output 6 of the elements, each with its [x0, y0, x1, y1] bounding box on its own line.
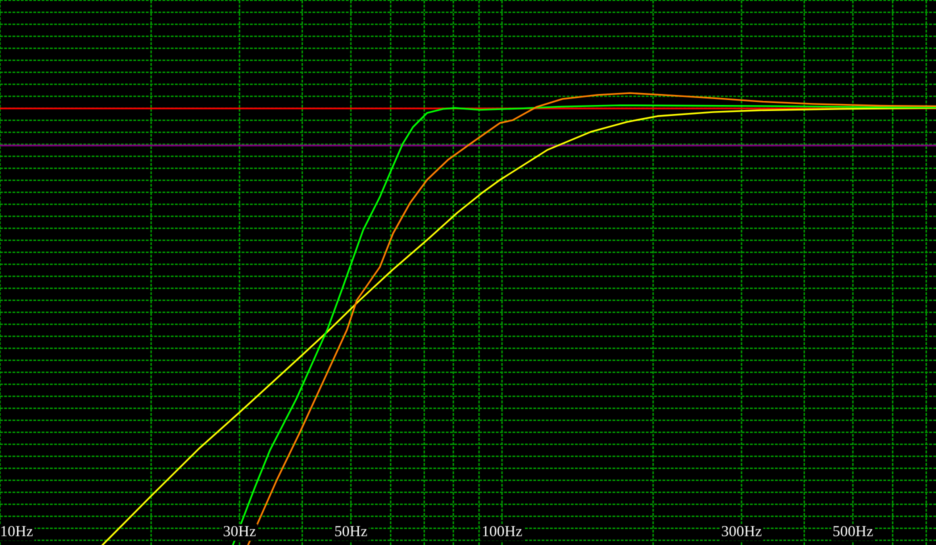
x-tick-label: 30Hz — [224, 526, 256, 536]
x-tick-label: 10Hz — [1, 526, 33, 536]
x-tick-label: 500Hz — [833, 526, 873, 536]
x-tick-label: 50Hz — [335, 526, 368, 536]
x-tick-label: 100Hz — [482, 526, 522, 536]
x-tick-label: 300Hz — [722, 526, 762, 536]
